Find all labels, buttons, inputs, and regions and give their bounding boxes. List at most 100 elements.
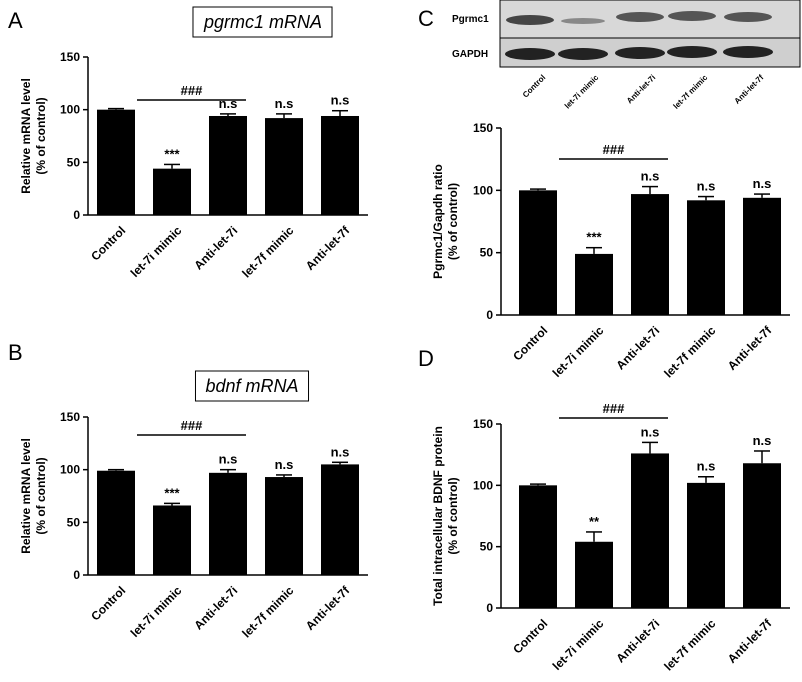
x-tick-label: Anti-let-7f bbox=[725, 616, 775, 666]
chart-title: pgrmc1 mRNA bbox=[203, 12, 322, 32]
significance-label: n.s bbox=[219, 452, 238, 467]
x-tick-label: let-7i mimic bbox=[550, 323, 607, 380]
error-bar bbox=[754, 450, 770, 464]
y-axis-label: Relative mRNA level bbox=[19, 78, 33, 194]
bracket-label: ### bbox=[603, 401, 625, 416]
blot-band bbox=[667, 46, 717, 58]
y-tick-label: 50 bbox=[67, 155, 81, 169]
significance-label: n.s bbox=[641, 424, 660, 439]
x-tick-label: Anti-let-7i bbox=[613, 616, 662, 665]
significance-label: *** bbox=[586, 230, 602, 245]
bar bbox=[743, 463, 781, 608]
error-bar bbox=[754, 193, 770, 198]
blot-lane-label: let-7f mimic bbox=[672, 73, 710, 111]
error-bar bbox=[698, 195, 714, 201]
bar bbox=[265, 118, 303, 215]
x-tick-label: Control bbox=[88, 583, 128, 623]
bar bbox=[575, 541, 613, 608]
error-bar bbox=[276, 474, 292, 478]
x-tick-label: Control bbox=[88, 223, 128, 263]
bar bbox=[209, 115, 247, 215]
x-tick-label: Anti-let-7f bbox=[303, 223, 353, 273]
blot-band bbox=[506, 15, 554, 25]
error-bar bbox=[642, 185, 658, 195]
y-tick-label: 50 bbox=[480, 540, 494, 554]
bar bbox=[265, 477, 303, 575]
significance-label: n.s bbox=[753, 433, 772, 448]
bar bbox=[321, 464, 359, 575]
blot-lane-label: let-7i mimic bbox=[563, 73, 601, 111]
x-tick-label: let-7f mimic bbox=[661, 616, 718, 673]
error-bar bbox=[276, 113, 292, 119]
y-axis-label: (% of control) bbox=[34, 97, 48, 174]
significance-label: n.s bbox=[219, 96, 238, 111]
significance-label: *** bbox=[164, 146, 180, 161]
x-tick-label: let-7f mimic bbox=[239, 583, 296, 640]
error-bar bbox=[642, 441, 658, 454]
x-tick-label: Anti-let-7f bbox=[303, 583, 353, 633]
bar bbox=[519, 190, 557, 315]
bar bbox=[153, 505, 191, 575]
significance-label: n.s bbox=[697, 459, 716, 474]
blot-lane-label: Anti-let-7i bbox=[625, 73, 657, 105]
y-axis-label: Relative mRNA level bbox=[19, 438, 33, 554]
chart-panel: D Total intracellular BDNF protein (% of c… bbox=[418, 346, 790, 673]
error-bar bbox=[164, 502, 180, 506]
significance-label: n.s bbox=[275, 96, 294, 111]
y-tick-label: 0 bbox=[486, 308, 493, 322]
x-tick-label: let-7i mimic bbox=[128, 583, 185, 640]
blot-band bbox=[558, 48, 608, 60]
blot-lane-label: Anti-let-7f bbox=[733, 73, 766, 106]
panel-letter: B bbox=[8, 340, 23, 365]
y-tick-label: 100 bbox=[473, 183, 493, 197]
bar bbox=[321, 115, 359, 215]
error-bar bbox=[530, 483, 546, 486]
y-tick-label: 50 bbox=[67, 515, 81, 529]
y-tick-label: 100 bbox=[473, 478, 493, 492]
panel-letter: A bbox=[8, 8, 23, 33]
error-bar bbox=[332, 461, 348, 465]
x-tick-label: let-7i mimic bbox=[128, 223, 185, 280]
bar bbox=[687, 200, 725, 315]
error-bar bbox=[108, 468, 124, 471]
error-bar bbox=[164, 163, 180, 169]
blot-band bbox=[615, 47, 665, 59]
y-tick-label: 150 bbox=[60, 50, 80, 64]
y-tick-label: 0 bbox=[73, 568, 80, 582]
y-tick-label: 50 bbox=[480, 246, 494, 260]
significance-label: n.s bbox=[331, 93, 350, 108]
panel-letter: C bbox=[418, 6, 434, 31]
y-axis-label: Pgrmc1/Gapdh ratio bbox=[431, 164, 445, 279]
blot-band bbox=[561, 18, 605, 24]
title-box bbox=[194, 370, 310, 402]
x-tick-label: Anti-let-7f bbox=[725, 323, 775, 373]
error-bar bbox=[586, 246, 602, 254]
bar bbox=[687, 482, 725, 608]
y-tick-label: 100 bbox=[60, 463, 80, 477]
x-tick-label: Control bbox=[510, 323, 550, 363]
blot-row-label: GAPDH bbox=[452, 49, 488, 60]
significance-label: n.s bbox=[275, 457, 294, 472]
blot-band bbox=[723, 46, 773, 58]
western-blot bbox=[499, 0, 801, 68]
bar bbox=[631, 194, 669, 315]
x-tick-label: Control bbox=[510, 616, 550, 656]
y-axis-label: (% of control) bbox=[446, 183, 460, 260]
bar bbox=[575, 253, 613, 315]
y-tick-label: 150 bbox=[60, 410, 80, 424]
error-bar bbox=[332, 109, 348, 116]
y-tick-label: 150 bbox=[473, 417, 493, 431]
x-tick-label: Anti-let-7i bbox=[191, 583, 240, 632]
bracket-label: ### bbox=[181, 418, 203, 433]
significance-label: *** bbox=[164, 485, 180, 500]
bar bbox=[97, 109, 135, 215]
x-tick-label: let-7f mimic bbox=[661, 323, 718, 380]
y-tick-label: 150 bbox=[473, 121, 493, 135]
x-tick-label: let-7f mimic bbox=[239, 223, 296, 280]
y-axis-label: (% of control) bbox=[34, 457, 48, 534]
blot-band bbox=[616, 12, 664, 22]
error-bar bbox=[586, 531, 602, 542]
x-tick-label: Anti-let-7i bbox=[613, 323, 662, 372]
